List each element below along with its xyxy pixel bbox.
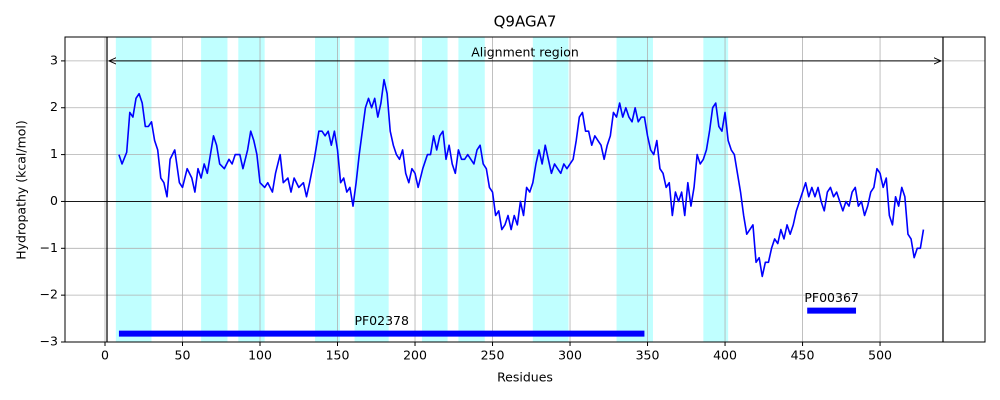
x-tick-label: 350 (636, 348, 660, 363)
y-tick-label: −1 (40, 240, 58, 255)
x-tick-label: 100 (248, 348, 272, 363)
hydrophobic-region (532, 37, 569, 342)
y-tick-label: 1 (50, 146, 58, 161)
x-tick-label: 500 (868, 348, 892, 363)
x-tick-label: 450 (791, 348, 815, 363)
y-tick-label: 2 (50, 99, 58, 114)
domain-label: PF02378 (354, 313, 409, 328)
domain-label: PF00367 (804, 290, 859, 305)
x-tick-label: 150 (326, 348, 350, 363)
hydrophobic-region (201, 37, 228, 342)
y-axis-label: Hydropathy (kcal/mol) (14, 120, 29, 260)
hydrophobic-region (703, 37, 729, 342)
x-tick-label: 50 (175, 348, 191, 363)
hydropathy-line (118, 78, 925, 278)
y-tick-label: 3 (50, 52, 58, 67)
y-tick-label: −3 (40, 334, 58, 349)
x-tick-label: 250 (481, 348, 505, 363)
hydrophobic-region (421, 37, 448, 342)
alignment-label: Alignment region (471, 44, 579, 59)
x-tick-label: 200 (403, 348, 427, 363)
hydrophobic-region (315, 37, 340, 342)
y-tick-label: 0 (50, 193, 58, 208)
hydrophobic-region (115, 37, 152, 342)
hydrophobic-region (458, 37, 485, 342)
plot-frame (64, 36, 986, 343)
x-tick-label: 300 (558, 348, 582, 363)
hydrophobic-region (616, 37, 653, 342)
y-tick-label: −2 (40, 287, 58, 302)
background (65, 37, 985, 343)
hydrophobic-region (238, 37, 265, 342)
chart-title: Q9AGA7 (494, 13, 557, 31)
x-tick-label: 0 (101, 348, 109, 363)
x-axis-label: Residues (497, 370, 553, 385)
x-tick-label: 400 (713, 348, 737, 363)
